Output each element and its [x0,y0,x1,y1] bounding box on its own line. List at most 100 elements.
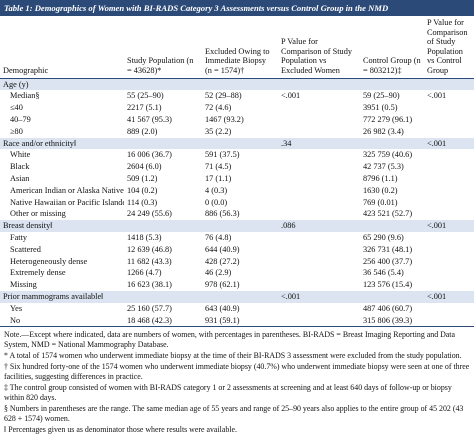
cell: 52 (29–88) [205,91,242,101]
cell: 1418 (5.3) [127,232,162,242]
row-label: Missing [10,280,37,290]
cell [424,114,474,126]
cell [424,197,474,209]
cell [278,173,360,185]
cell: <.001 [424,290,474,303]
data-row: Fatty 1418 (5.3) 76 (4.8) 65 290 (9.6) [0,232,474,244]
cell [124,290,202,303]
cell [278,314,360,328]
cell: 1467 (93.2) [205,114,244,124]
cell: 325 759 (40.6) [363,150,413,160]
section-label: Prior mammograms available‖ [0,290,124,303]
cell: 16 006 (36.7) [127,150,172,160]
cell [424,208,474,220]
footnote: † Six hundred forty-one of the 1574 wome… [4,362,470,382]
table: Demographic Study Population (n = 43628)*… [0,16,474,328]
cell [278,232,360,244]
cell: 41 567 (95.3) [127,114,172,124]
cell [278,303,360,315]
data-row: Other or missing 24 249 (55.6) 886 (56.3) 4… [0,208,474,220]
cell: 65 290 (9.6) [363,232,404,242]
cell: 12 639 (46.8) [127,244,172,254]
cell [278,256,360,268]
row-label: 40–79 [10,114,31,124]
cell [360,78,424,91]
column-header: Study Population (n = 43628)* [124,16,202,79]
table-title: Table 1: Demographics of Women with BI-R… [0,0,474,16]
data-row: Black 2604 (6.0) 71 (4.5) 42 737 (5.3) [0,161,474,173]
cell: 644 (40.9) [205,244,240,254]
cell: 25 160 (57.7) [127,303,172,313]
cell: 59 (25–90) [363,91,400,101]
cell [424,303,474,315]
column-header: P Value for Comparison of Study Populati… [278,16,360,79]
cell [424,267,474,279]
cell: 26 982 (3.4) [363,126,404,136]
cell: 256 400 (37.7) [363,256,413,266]
cell [360,220,424,232]
cell [278,114,360,126]
cell [424,126,474,138]
cell [278,267,360,279]
section-label: Breast density‖ [0,220,124,232]
cell: 2217 (5.1) [127,103,162,113]
cell: 643 (40.9) [205,303,240,313]
footnote: * A total of 1574 women who underwent im… [4,351,462,361]
footnotes: Note.—Except where indicated, data are n… [0,327,474,435]
cell [424,102,474,114]
cell [202,78,278,91]
cell [278,279,360,291]
section-label: Race and/or ethnicity‖ [0,137,124,150]
row-label: Black [10,162,30,172]
cell [278,102,360,114]
cell: .34 [278,137,360,150]
cell: 326 731 (48.1) [363,244,413,254]
cell [278,185,360,197]
row-label: ≤40 [10,103,23,113]
cell: 2604 (6.0) [127,162,162,172]
row-label: White [10,150,31,160]
cell: <.001 [281,91,301,101]
cell: 11 682 (43.3) [127,256,172,266]
cell [202,220,278,232]
cell: 71 (4.5) [205,162,232,172]
cell: 1630 (0.2) [363,185,398,195]
column-header: Demographic [0,16,124,79]
cell: 315 806 (39.3) [360,314,424,328]
cell: 889 (2.0) [127,126,158,136]
data-row: Yes 25 160 (57.7) 643 (40.9) 487 406 (60.7) [0,303,474,315]
row-label: Other or missing [10,209,66,219]
footnote: ‡ The control group consisted of women w… [4,383,452,403]
data-row: Missing 16 623 (38.1) 978 (62.1) 123 576 (1… [0,279,474,291]
cell: 8796 (1.1) [363,173,398,183]
data-row: American Indian or Alaska Native 104 (0.2… [0,185,474,197]
cell: 509 (1.2) [127,173,158,183]
row-label: ≥80 [10,126,23,136]
row-label: Median§ [10,91,40,101]
cell [424,185,474,197]
data-row: ≥80 889 (2.0) 35 (2.2) 26 982 (3.4) [0,126,474,138]
cell: 4 (0.3) [205,185,228,195]
cell: 35 (2.2) [205,126,232,136]
cell [360,290,424,303]
data-row: No 18 468 (42.3) 931 (59.1) 315 806 (39.3) [0,314,474,328]
row-label: Scattered [10,244,41,254]
row-label: No [0,314,124,328]
cell: 0 (0.0) [205,197,228,207]
footnote: § Numbers in parentheses are the range. … [4,404,464,424]
table-body: Age (y) Median§ 55 (25–90) 52 (29–88) <.001 5… [0,78,474,328]
cell: 36 546 (5.4) [363,268,404,278]
section-row: Prior mammograms available‖ <.001 <.001 [0,290,474,303]
cell: <.001 [424,220,474,232]
row-label: Extremely dense [10,268,66,278]
cell: 42 737 (5.3) [363,162,404,172]
cell [424,232,474,244]
cell [202,137,278,150]
cell: 886 (56.3) [205,209,240,219]
column-header: P Value for Comparison of Study Populati… [424,16,474,79]
cell: 114 (0.3) [127,197,158,207]
cell [360,137,424,150]
cell [278,78,360,91]
cell [278,244,360,256]
